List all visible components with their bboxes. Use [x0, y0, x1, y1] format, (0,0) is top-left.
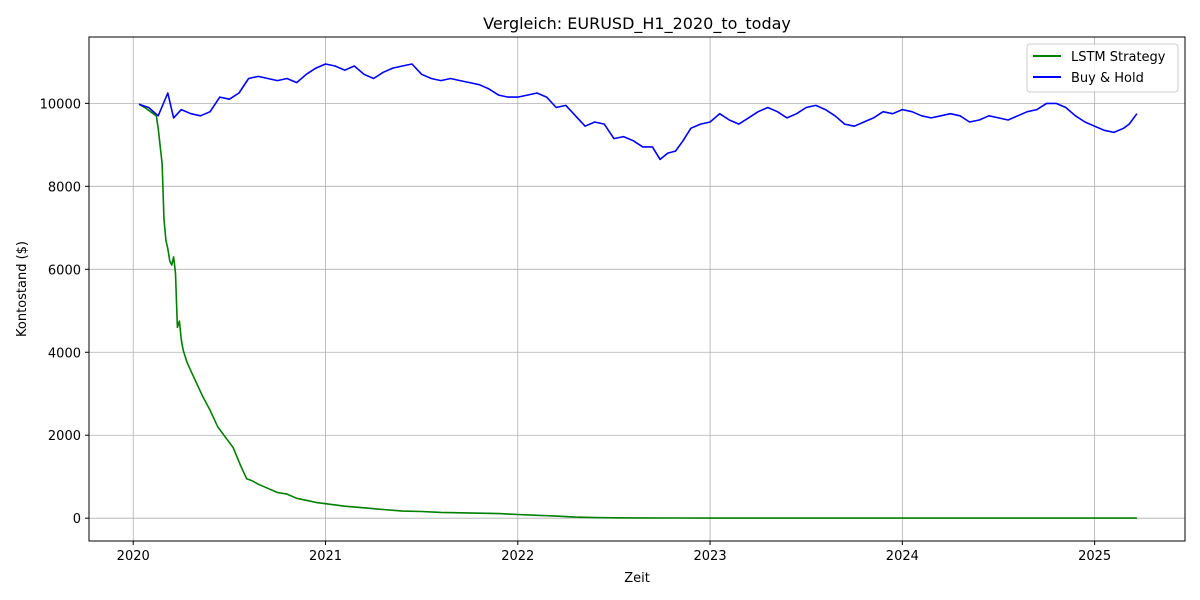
- series-line-lstm-strategy: [138, 103, 1137, 519]
- x-tick-label: 2023: [694, 549, 727, 564]
- y-axis-label: Kontostand ($): [15, 241, 30, 337]
- x-tick-label: 2021: [309, 549, 342, 564]
- grid: [89, 37, 1185, 541]
- y-tick-label: 8000: [48, 180, 81, 195]
- legend-box: [1026, 43, 1179, 93]
- legend: LSTM Strategy Buy & Hold: [1026, 43, 1179, 93]
- plot-frame: [88, 36, 1186, 542]
- axis-ticks: 2020 2021 2022 2023 2024 2025 0 2000 4000 6000 800…: [40, 97, 1112, 564]
- legend-label-lstm-strategy: LSTM Strategy: [1071, 50, 1166, 65]
- series-lines: [138, 63, 1138, 519]
- x-tick-label: 2020: [117, 549, 150, 564]
- x-tick-label: 2025: [1078, 549, 1111, 564]
- series-line-buy-hold: [138, 63, 1138, 161]
- y-tick-label: 0: [73, 512, 81, 527]
- x-axis-label: Zeit: [624, 571, 650, 586]
- y-tick-label: 4000: [48, 346, 81, 361]
- x-tick-label: 2022: [501, 549, 534, 564]
- y-tick-label: 6000: [48, 263, 81, 278]
- y-tick-label: 2000: [48, 429, 81, 444]
- x-tick-label: 2024: [886, 549, 919, 564]
- chart-title: Vergleich: EURUSD_H1_2020_to_today: [483, 14, 791, 34]
- y-tick-label: 10000: [40, 97, 81, 112]
- legend-label-buy-hold: Buy & Hold: [1071, 71, 1144, 86]
